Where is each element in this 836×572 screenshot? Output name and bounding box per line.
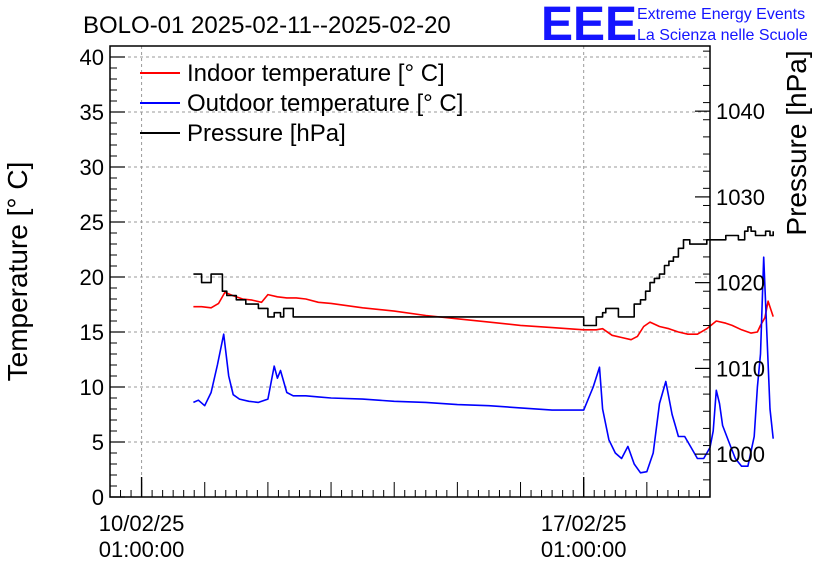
y-tick-label: 15 xyxy=(80,320,104,345)
y2-axis-label-group: Pressure [hPa] xyxy=(781,50,812,235)
y-tick-label: 20 xyxy=(80,265,104,290)
x-tick-label-time: 01:00:00 xyxy=(99,537,185,562)
y-axis-label: Temperature [° C] xyxy=(2,162,33,382)
y2-tick-label: 1040 xyxy=(716,99,765,124)
eee-logo-mark: EEE xyxy=(541,0,637,51)
y-tick-label: 30 xyxy=(80,155,104,180)
axis-ticks: 0 5 10 15 20 25 30 35 40 1000 1010 1020 1030 1040 10/0… xyxy=(80,45,765,562)
y2-axis-label: Pressure [hPa] xyxy=(781,50,812,235)
x-tick-label-date: 10/02/25 xyxy=(99,511,185,536)
logo-line-1: Extreme Energy Events xyxy=(637,6,805,23)
y-tick-label: 0 xyxy=(92,485,104,510)
chart-title: BOLO-01 2025-02-11--2025-02-20 xyxy=(83,12,451,39)
plot-frame xyxy=(109,45,711,498)
series-line xyxy=(193,256,774,474)
logo-line-2: La Scienza nelle Scuole xyxy=(637,27,808,44)
legend-label: Pressure [hPa] xyxy=(187,120,346,147)
y-tick-label: 35 xyxy=(80,100,104,125)
legend: Indoor temperature [° C] Outdoor temperat… xyxy=(140,60,463,147)
series-line xyxy=(193,226,774,327)
y-tick-label: 40 xyxy=(80,45,104,70)
y2-tick-label: 1020 xyxy=(716,271,765,296)
y-tick-label: 25 xyxy=(80,210,104,235)
legend-label: Indoor temperature [° C] xyxy=(187,60,445,87)
x-tick-label-date: 17/02/25 xyxy=(541,511,627,536)
y-axis-label-group: Temperature [° C] xyxy=(2,162,33,382)
eee-logo: EEE Extreme Energy Events La Scienza nel… xyxy=(541,0,808,51)
y2-tick-label: 1010 xyxy=(716,356,765,381)
x-tick-label-time: 01:00:00 xyxy=(541,537,627,562)
series-layer xyxy=(193,226,774,474)
y2-tick-label: 1000 xyxy=(716,442,765,467)
series-line xyxy=(193,291,774,341)
legend-label: Outdoor temperature [° C] xyxy=(187,90,463,117)
grid-lines xyxy=(110,46,710,497)
y2-tick-label: 1030 xyxy=(716,185,765,210)
y-tick-label: 10 xyxy=(80,375,104,400)
y-tick-label: 5 xyxy=(92,430,104,455)
